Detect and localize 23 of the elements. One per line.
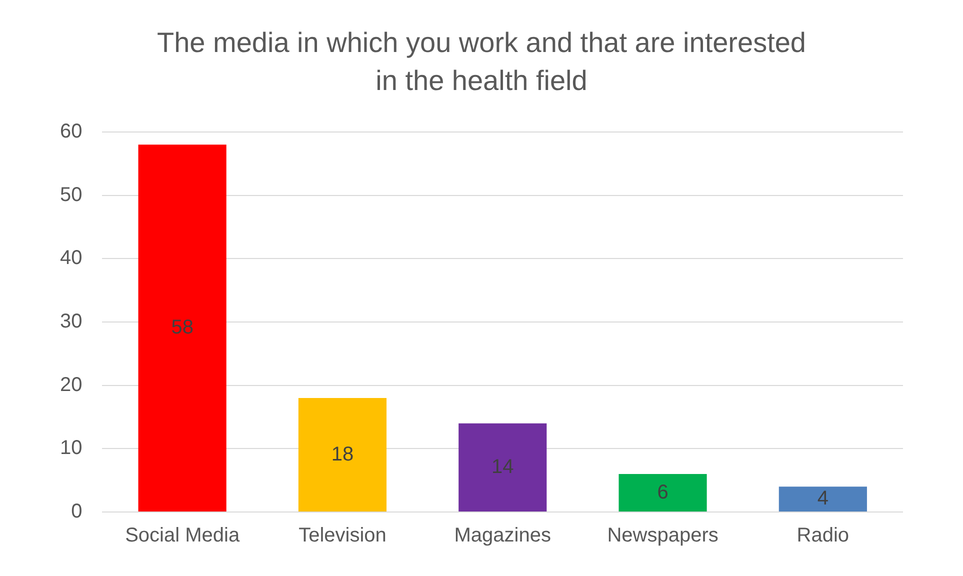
y-tick-label: 30 <box>60 310 82 333</box>
data-label: 6 <box>657 481 668 504</box>
y-tick-label: 40 <box>60 247 82 270</box>
bar <box>458 423 547 512</box>
y-tick-label: 0 <box>71 500 82 523</box>
x-tick-label: Television <box>298 524 386 547</box>
data-label: 18 <box>331 443 354 466</box>
y-tick-label: 50 <box>60 184 82 206</box>
y-tick-label: 10 <box>60 437 82 460</box>
x-tick-label: Social Media <box>125 524 240 547</box>
bar <box>618 474 707 512</box>
bar <box>298 398 387 512</box>
x-tick-label: Radio <box>796 524 850 547</box>
y-tick-label: 20 <box>60 374 82 396</box>
bar <box>778 486 867 512</box>
data-label: 58 <box>171 316 194 339</box>
x-tick-label: Newspapers <box>607 524 718 547</box>
x-tick-label: Magazines <box>454 524 551 547</box>
y-tick-label: 60 <box>60 120 82 143</box>
chart-title: The media in which you work and that are interested in the health field <box>156 26 808 98</box>
data-label: 14 <box>492 456 514 478</box>
data-label: 4 <box>817 488 828 510</box>
bar <box>138 144 226 512</box>
